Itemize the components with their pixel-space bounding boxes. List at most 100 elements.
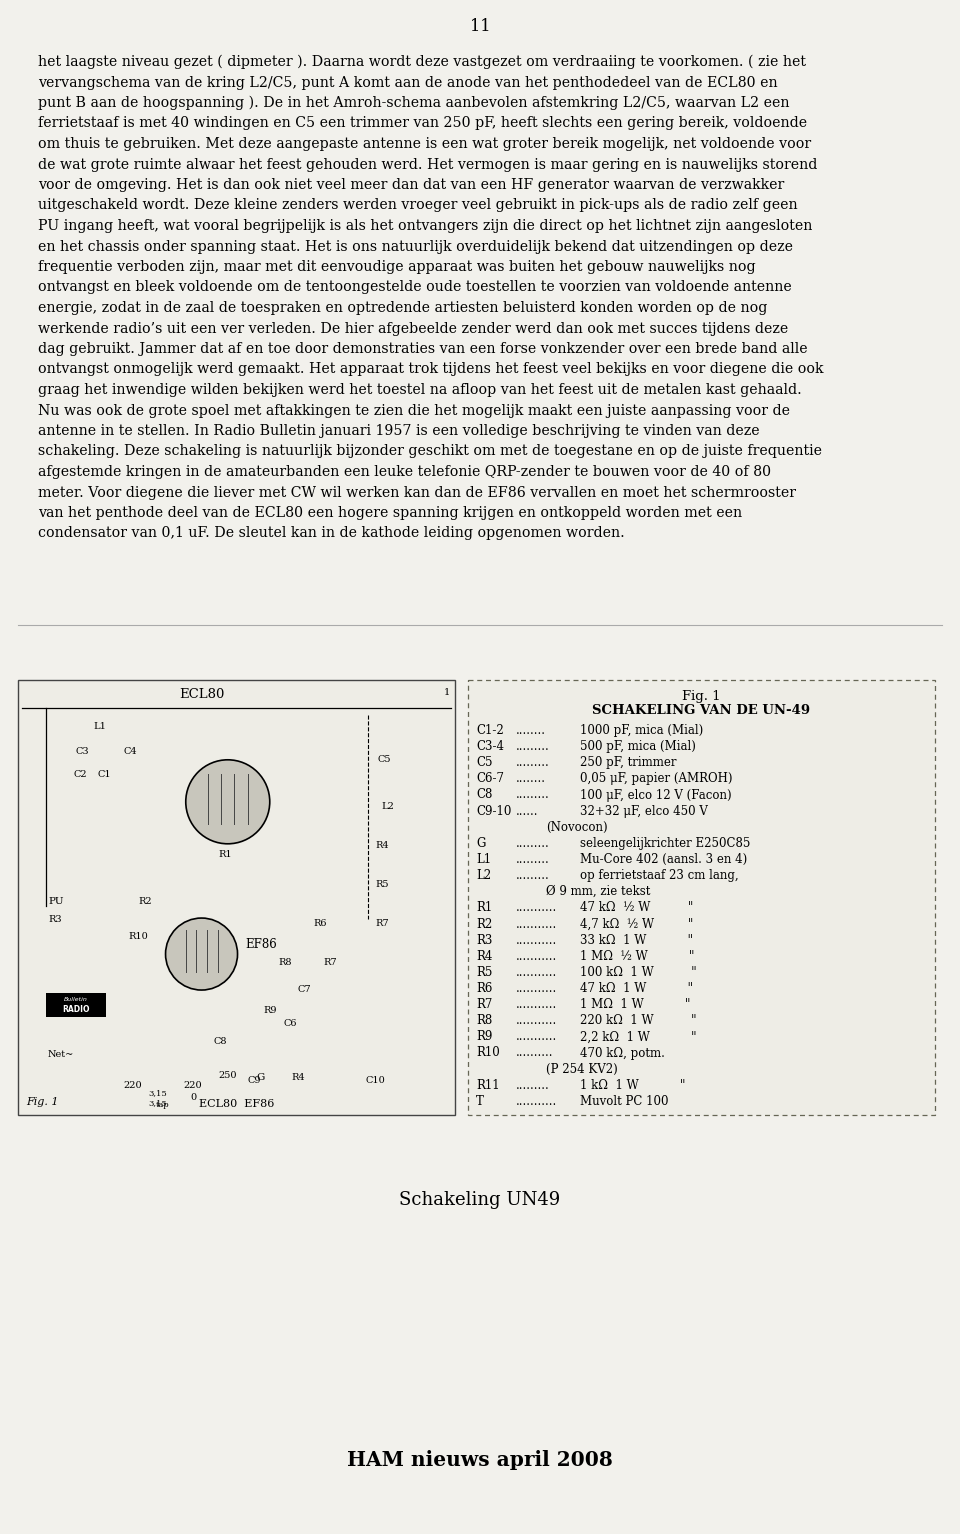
Text: .........: ......... [516,739,550,753]
Text: 220 kΩ  1 W          ": 220 kΩ 1 W " [580,1014,697,1028]
Text: vervangschema van de kring L2/C5, punt A komt aan de anode van het penthodedeel : vervangschema van de kring L2/C5, punt A… [38,75,778,89]
Text: 33 kΩ  1 W           ": 33 kΩ 1 W " [580,934,693,946]
Text: Fig. 1: Fig. 1 [683,690,721,703]
Text: ...........: ........... [516,1014,557,1028]
Text: .........: ......... [516,838,550,850]
Text: ...........: ........... [516,982,557,996]
Text: werkende radio’s uit een ver verleden. De hier afgebeelde zender werd dan ook me: werkende radio’s uit een ver verleden. D… [38,322,788,336]
Text: Fig. 1: Fig. 1 [26,1097,59,1108]
Text: R10: R10 [128,933,148,942]
Text: R10: R10 [476,1046,500,1060]
Text: PU ingang heeft, wat vooral begrijpelijk is als het ontvangers zijn die direct o: PU ingang heeft, wat vooral begrijpelijk… [38,219,812,233]
Text: 470 kΩ, potm.: 470 kΩ, potm. [580,1046,665,1060]
Text: C6: C6 [283,1019,297,1028]
Text: 2,2 kΩ  1 W           ": 2,2 kΩ 1 W " [580,1031,697,1043]
Text: voor de omgeving. Het is dan ook niet veel meer dan dat van een HF generator waa: voor de omgeving. Het is dan ook niet ve… [38,178,784,192]
Text: .........: ......... [516,756,550,769]
Text: ...........: ........... [516,999,557,1011]
Text: ontvangst onmogelijk werd gemaakt. Het apparaat trok tijdens het feest veel beki: ontvangst onmogelijk werd gemaakt. Het a… [38,362,824,376]
Text: PU: PU [48,897,63,907]
Text: 32+32 μF, elco 450 V: 32+32 μF, elco 450 V [580,805,708,818]
Text: C8: C8 [476,788,492,801]
Text: R2: R2 [476,917,492,931]
Text: L1: L1 [93,723,106,732]
Text: ECL80: ECL80 [179,689,225,701]
Text: 0: 0 [190,1092,196,1101]
Text: C2: C2 [73,770,86,779]
Text: G: G [257,1072,265,1081]
Text: C3-4: C3-4 [476,739,504,753]
Text: frequentie verboden zijn, maar met dit eenvoudige apparaat was buiten het gebouw: frequentie verboden zijn, maar met dit e… [38,259,756,275]
Text: ...........: ........... [516,934,557,946]
Text: C4: C4 [123,747,136,756]
Bar [46,992,106,1017]
Text: het laagste niveau gezet ( dipmeter ). Daarna wordt deze vastgezet om verdraaiin: het laagste niveau gezet ( dipmeter ). D… [38,55,806,69]
Text: 3,15: 3,15 [149,1098,167,1108]
Text: R4: R4 [476,950,492,963]
Text: punt B aan de hoogspanning ). De in het Amroh-schema aanbevolen afstemkring L2/C: punt B aan de hoogspanning ). De in het … [38,97,789,110]
Text: C5: C5 [476,756,492,769]
Text: R7: R7 [323,959,337,968]
Text: EF86: EF86 [246,937,277,951]
Text: afgestemde kringen in de amateurbanden een leuke telefonie QRP-zender te bouwen : afgestemde kringen in de amateurbanden e… [38,465,771,479]
Text: ...........: ........... [516,1095,557,1108]
Text: 47 kΩ  1 W           ": 47 kΩ 1 W " [580,982,693,996]
Text: ferrietstaaf is met 40 windingen en C5 een trimmer van 250 pF, heeft slechts een: ferrietstaaf is met 40 windingen en C5 e… [38,117,807,130]
Text: Mu-Core 402 (aansl. 3 en 4): Mu-Core 402 (aansl. 3 en 4) [580,853,747,867]
Text: .........: ......... [516,853,550,867]
Text: ......: ...... [516,805,539,818]
Text: C5: C5 [377,755,391,764]
Text: C1-2: C1-2 [476,724,504,736]
Text: T: T [476,1095,484,1108]
Text: R11: R11 [476,1078,499,1092]
Text: C9-10: C9-10 [476,805,512,818]
Text: 250 pF, trimmer: 250 pF, trimmer [580,756,677,769]
Text: ........: ........ [516,773,546,785]
Text: ...........: ........... [516,917,557,931]
Text: R4: R4 [375,841,389,850]
Text: Bulletin: Bulletin [64,997,88,1002]
Text: R3: R3 [48,914,61,923]
Text: 1 kΩ  1 W           ": 1 kΩ 1 W " [580,1078,685,1092]
Text: van het penthode deel van de ECL80 een hogere spanning krijgen en ontkoppeld wor: van het penthode deel van de ECL80 een h… [38,506,742,520]
Text: 11: 11 [469,18,491,35]
Text: C7: C7 [298,985,312,994]
Text: 4,7 kΩ  ½ W         ": 4,7 kΩ ½ W " [580,917,693,931]
Text: R2: R2 [138,897,152,907]
Text: R5: R5 [476,966,492,979]
Text: uitgeschakeld wordt. Deze kleine zenders werden vroeger veel gebruikt in pick-up: uitgeschakeld wordt. Deze kleine zenders… [38,198,798,213]
Text: R9: R9 [263,1006,276,1016]
Text: R8: R8 [476,1014,492,1028]
Text: meter. Voor diegene die liever met CW wil werken kan dan de EF86 vervallen en mo: meter. Voor diegene die liever met CW wi… [38,485,796,500]
Text: ontvangst en bleek voldoende om de tentoongestelde oude toestellen te voorzien v: ontvangst en bleek voldoende om de tento… [38,281,792,295]
Text: dag gebruikt. Jammer dat af en toe door demonstraties van een forse vonkzender o: dag gebruikt. Jammer dat af en toe door … [38,342,807,356]
Text: 100 kΩ  1 W          ": 100 kΩ 1 W " [580,966,697,979]
Text: C6-7: C6-7 [476,773,504,785]
Text: R1: R1 [476,902,492,914]
Text: tap: tap [156,1101,170,1109]
Text: ...........: ........... [516,1031,557,1043]
Text: HAM nieuws april 2008: HAM nieuws april 2008 [348,1450,612,1470]
Text: 1 MΩ  ½ W           ": 1 MΩ ½ W " [580,950,694,963]
Text: energie, zodat in de zaal de toespraken en optredende artiesten beluisterd konde: energie, zodat in de zaal de toespraken … [38,301,767,314]
Text: antenne in te stellen. In Radio Bulletin januari 1957 is een volledige beschrijv: antenne in te stellen. In Radio Bulletin… [38,423,759,439]
Text: C9: C9 [248,1075,261,1085]
Text: L2: L2 [476,870,492,882]
Text: C8: C8 [213,1037,227,1046]
Text: ........: ........ [516,724,546,736]
Text: de wat grote ruimte alwaar het feest gehouden werd. Het vermogen is maar gering : de wat grote ruimte alwaar het feest geh… [38,158,817,172]
Text: ...........: ........... [516,966,557,979]
Text: R3: R3 [476,934,492,946]
Text: graag het inwendige wilden bekijken werd het toestel na afloop van het feest uit: graag het inwendige wilden bekijken werd… [38,384,802,397]
Text: 0,05 μF, papier (AMROH): 0,05 μF, papier (AMROH) [580,773,732,785]
Text: schakeling. Deze schakeling is natuurlijk bijzonder geschikt om met de toegestan: schakeling. Deze schakeling is natuurlij… [38,445,822,459]
Text: R1: R1 [218,850,231,859]
Text: 1: 1 [444,689,450,696]
Text: Muvolt PC 100: Muvolt PC 100 [580,1095,668,1108]
Text: R5: R5 [375,881,389,890]
Text: R6: R6 [313,919,326,928]
Text: en het chassis onder spanning staat. Het is ons natuurlijk overduidelijk bekend : en het chassis onder spanning staat. Het… [38,239,793,253]
Text: condensator van 0,1 uF. De sleutel kan in de kathode leiding opgenomen worden.: condensator van 0,1 uF. De sleutel kan i… [38,526,625,540]
Text: Nu was ook de grote spoel met aftakkingen te zien die het mogelijk maakt een jui: Nu was ook de grote spoel met aftakkinge… [38,403,790,417]
Bar [468,680,935,1115]
